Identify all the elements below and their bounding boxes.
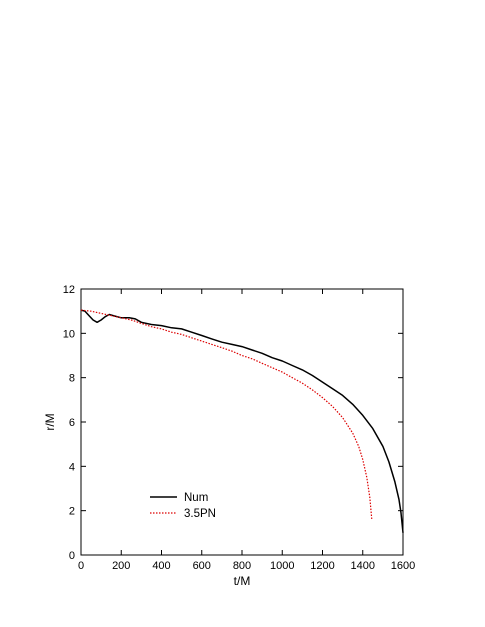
y-tick-label-6: 12 (63, 284, 75, 296)
y-axis-label: r/M (43, 413, 57, 430)
x-tick-label-8: 1600 (391, 560, 415, 572)
axis-ticks (80, 288, 404, 556)
y-tick-label-0: 0 (69, 550, 75, 562)
series-line-3-5pn (80, 309, 373, 520)
x-tick-label-7: 1400 (351, 560, 375, 572)
x-axis-label: t/M (234, 574, 251, 588)
y-tick-label-1: 2 (69, 506, 75, 518)
y-tick-label-4: 8 (69, 373, 75, 385)
x-tick-label-3: 600 (193, 560, 211, 572)
y-tick-label-2: 4 (69, 461, 75, 473)
y-tick-label-5: 10 (63, 328, 75, 340)
x-tick-label-4: 800 (233, 560, 251, 572)
plot-frame (80, 288, 404, 556)
legend: Num 3.5PN (150, 492, 216, 520)
legend-label-3-5pn: 3.5PN (184, 508, 216, 520)
series-line-num (80, 309, 404, 533)
series-layer (80, 309, 404, 533)
x-tick-label-0: 0 (78, 560, 84, 572)
x-tick-label-2: 400 (152, 560, 170, 572)
legend-label-num: Num (184, 492, 208, 504)
x-tick-label-5: 1000 (270, 560, 294, 572)
x-tick-label-1: 200 (112, 560, 130, 572)
x-tick-label-6: 1200 (310, 560, 334, 572)
y-tick-label-3: 6 (69, 417, 75, 429)
axis-tick-labels: 0 200 400 600 800 1000 1200 1400 1600 0 2 4 6 8 10 12 (63, 284, 415, 572)
